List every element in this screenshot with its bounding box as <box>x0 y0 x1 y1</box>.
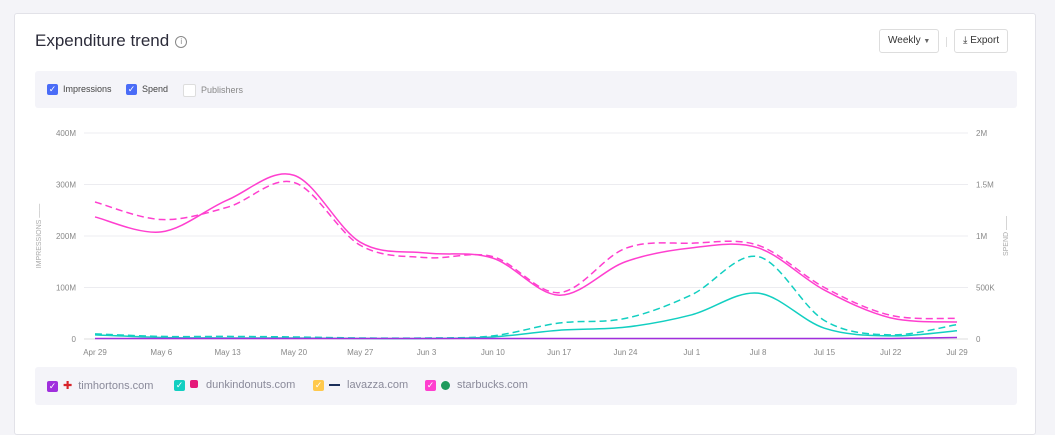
page-title: Expenditure trend i <box>35 31 188 51</box>
lavazza-icon <box>329 384 340 387</box>
series-legend: ✓ ✚ timhortons.com ✓ dunkindonuts.com ✓ lava… <box>35 367 1017 405</box>
maple-leaf-icon: ✚ <box>63 380 73 392</box>
legend-starbucks[interactable]: ✓ starbucks.com <box>425 379 528 391</box>
export-button[interactable]: ⤓ Export <box>954 29 1009 53</box>
checkbox-empty-icon[interactable] <box>183 84 196 97</box>
checkbox-checked-icon[interactable]: ✓ <box>313 379 324 391</box>
legend-lavazza[interactable]: ✓ lavazza.com <box>313 379 409 391</box>
divider <box>946 37 947 47</box>
caret-down-icon: ▼ <box>923 38 931 45</box>
filter-impressions[interactable]: ✓ Impressions <box>47 84 112 96</box>
dunkin-icon <box>190 380 198 388</box>
legend-dunkindonuts[interactable]: ✓ dunkindonuts.com <box>174 379 296 391</box>
expenditure-trend-card: Expenditure trend i Weekly ▼ ⤓ Export ✓ Im… <box>14 13 1036 435</box>
metric-filters: ✓ Impressions ✓ Spend Publishers <box>35 71 1017 108</box>
filter-spend[interactable]: ✓ Spend <box>126 84 169 96</box>
checkbox-checked-icon[interactable]: ✓ <box>47 380 58 392</box>
legend-timhortons[interactable]: ✓ ✚ timhortons.com <box>47 380 154 392</box>
filter-publishers[interactable]: Publishers <box>183 84 243 97</box>
checkbox-checked-icon[interactable]: ✓ <box>126 84 137 96</box>
checkbox-checked-icon[interactable]: ✓ <box>174 379 185 391</box>
period-dropdown[interactable]: Weekly ▼ <box>879 29 940 53</box>
starbucks-icon <box>441 380 450 390</box>
info-icon[interactable]: i <box>175 36 188 48</box>
download-icon: ⤓ <box>963 35 968 46</box>
checkbox-checked-icon[interactable]: ✓ <box>47 84 58 96</box>
checkbox-checked-icon[interactable]: ✓ <box>425 379 436 391</box>
